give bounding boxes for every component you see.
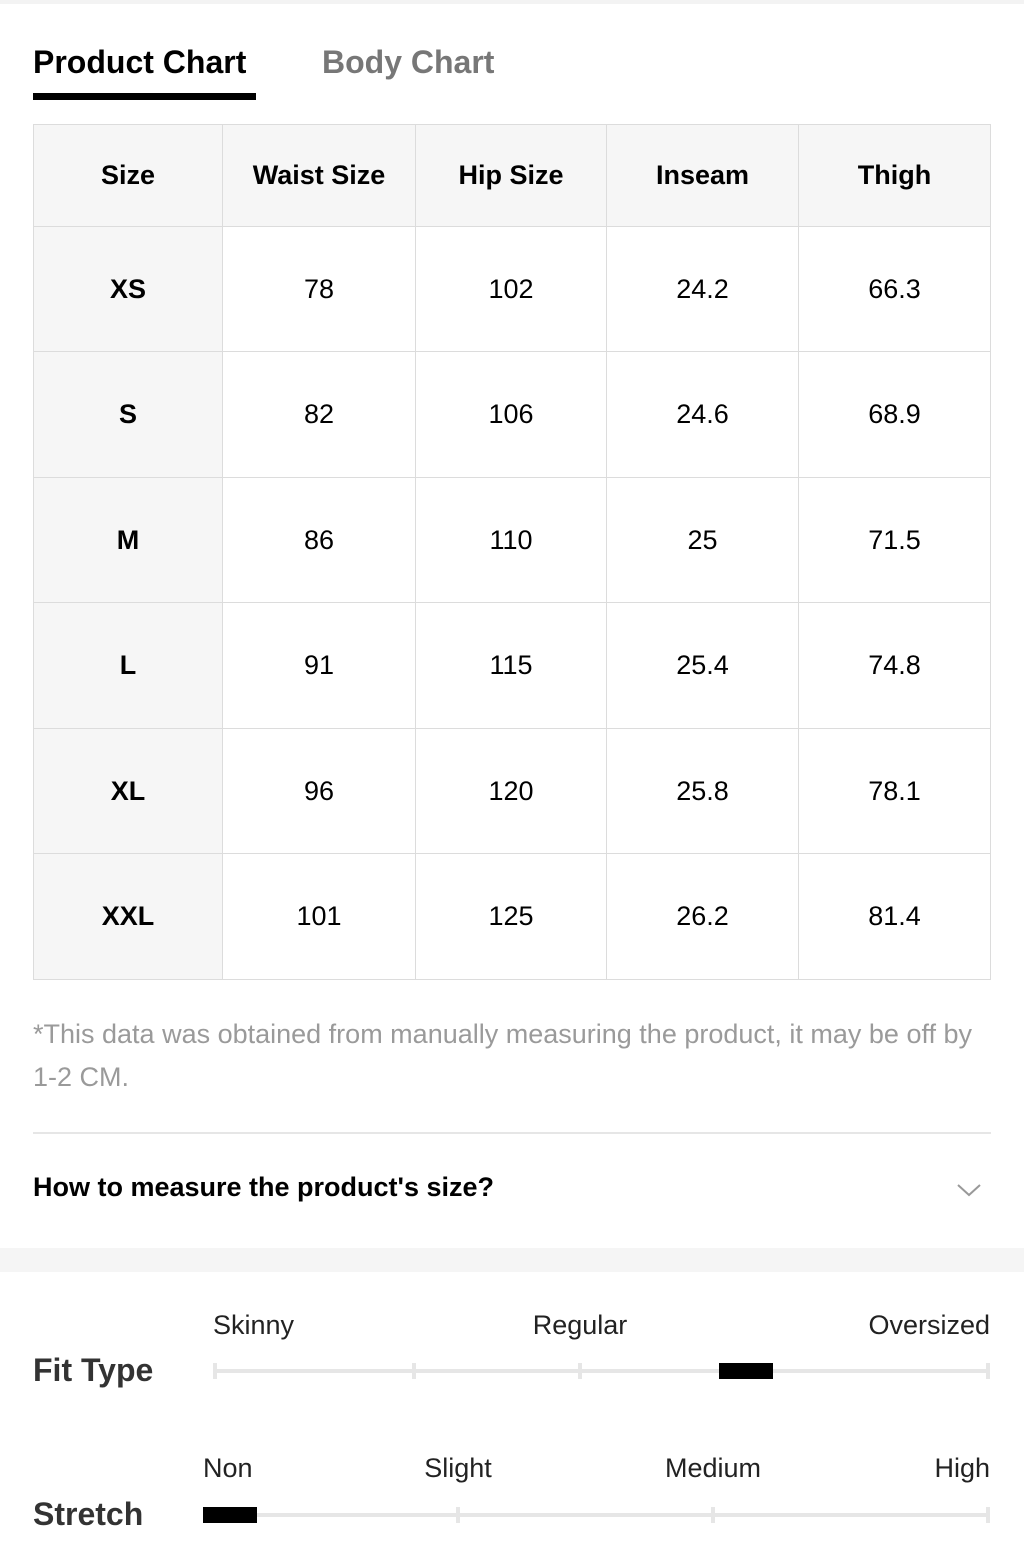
value-cell: 24.6 xyxy=(606,351,799,478)
stretch-option: Medium xyxy=(664,1453,762,1483)
value-cell: 82 xyxy=(222,351,416,478)
size-cell: XXL xyxy=(33,853,223,980)
fit-tick xyxy=(986,1363,990,1379)
fit-marker xyxy=(719,1363,773,1379)
fit-tick xyxy=(412,1363,416,1379)
size-cell: L xyxy=(33,602,223,729)
fit-option: Regular xyxy=(532,1310,628,1340)
value-cell: 86 xyxy=(222,477,416,603)
size-cell: S xyxy=(33,351,223,478)
value-cell: 25.4 xyxy=(606,602,799,729)
header-cell: Thigh xyxy=(798,124,991,227)
section-gap xyxy=(0,1248,1024,1272)
value-cell: 102 xyxy=(415,226,607,352)
header-cell: Waist Size xyxy=(222,124,416,227)
header-cell: Size xyxy=(33,124,223,227)
value-cell: 78 xyxy=(222,226,416,352)
stretch-tick xyxy=(456,1507,460,1523)
value-cell: 115 xyxy=(415,602,607,729)
top-strip xyxy=(0,0,1024,4)
divider xyxy=(33,1132,991,1134)
tab-underline xyxy=(33,93,256,100)
fit-option: Oversized xyxy=(868,1310,990,1340)
header-cell: Hip Size xyxy=(415,124,607,227)
fit-track xyxy=(213,1369,990,1373)
fit-tick xyxy=(578,1363,582,1379)
value-cell: 25.8 xyxy=(606,728,799,854)
value-cell: 71.5 xyxy=(798,477,991,603)
value-cell: 26.2 xyxy=(606,853,799,980)
note: *This data was obtained from manually me… xyxy=(33,1019,972,1092)
value-cell: 106 xyxy=(415,351,607,478)
value-cell: 101 xyxy=(222,853,416,980)
value-cell: 78.1 xyxy=(798,728,991,854)
chevron-down[interactable] xyxy=(955,1180,983,1200)
size-cell: XS xyxy=(33,226,223,352)
chevron-line xyxy=(957,1184,981,1197)
value-cell: 125 xyxy=(415,853,607,980)
tab-body-chart[interactable]: Body Chart xyxy=(322,44,495,80)
stretch-option: Slight xyxy=(424,1453,492,1483)
value-cell: 66.3 xyxy=(798,226,991,352)
stretch-label: Stretch xyxy=(33,1496,144,1532)
accordion-title[interactable]: How to measure the product's size? xyxy=(33,1172,495,1202)
fit-type-label: Fit Type xyxy=(33,1352,154,1388)
value-cell: 74.8 xyxy=(798,602,991,729)
value-cell: 68.9 xyxy=(798,351,991,478)
stretch-marker xyxy=(203,1507,257,1523)
value-cell: 91 xyxy=(222,602,416,729)
stretch-option: High xyxy=(934,1453,990,1483)
value-cell: 24.2 xyxy=(606,226,799,352)
header-cell: Inseam xyxy=(606,124,799,227)
value-cell: 110 xyxy=(415,477,607,603)
stretch-option: Non xyxy=(203,1453,253,1483)
value-cell: 120 xyxy=(415,728,607,854)
fit-option: Skinny xyxy=(213,1310,295,1340)
size-cell: XL xyxy=(33,728,223,854)
value-cell: 96 xyxy=(222,728,416,854)
stretch-track xyxy=(203,1513,990,1517)
size-cell: M xyxy=(33,477,223,603)
tab-product-chart[interactable]: Product Chart xyxy=(33,44,247,80)
value-cell: 81.4 xyxy=(798,853,991,980)
fit-tick xyxy=(213,1363,217,1379)
stretch-tick xyxy=(986,1507,990,1523)
stretch-tick xyxy=(711,1507,715,1523)
value-cell: 25 xyxy=(606,477,799,603)
